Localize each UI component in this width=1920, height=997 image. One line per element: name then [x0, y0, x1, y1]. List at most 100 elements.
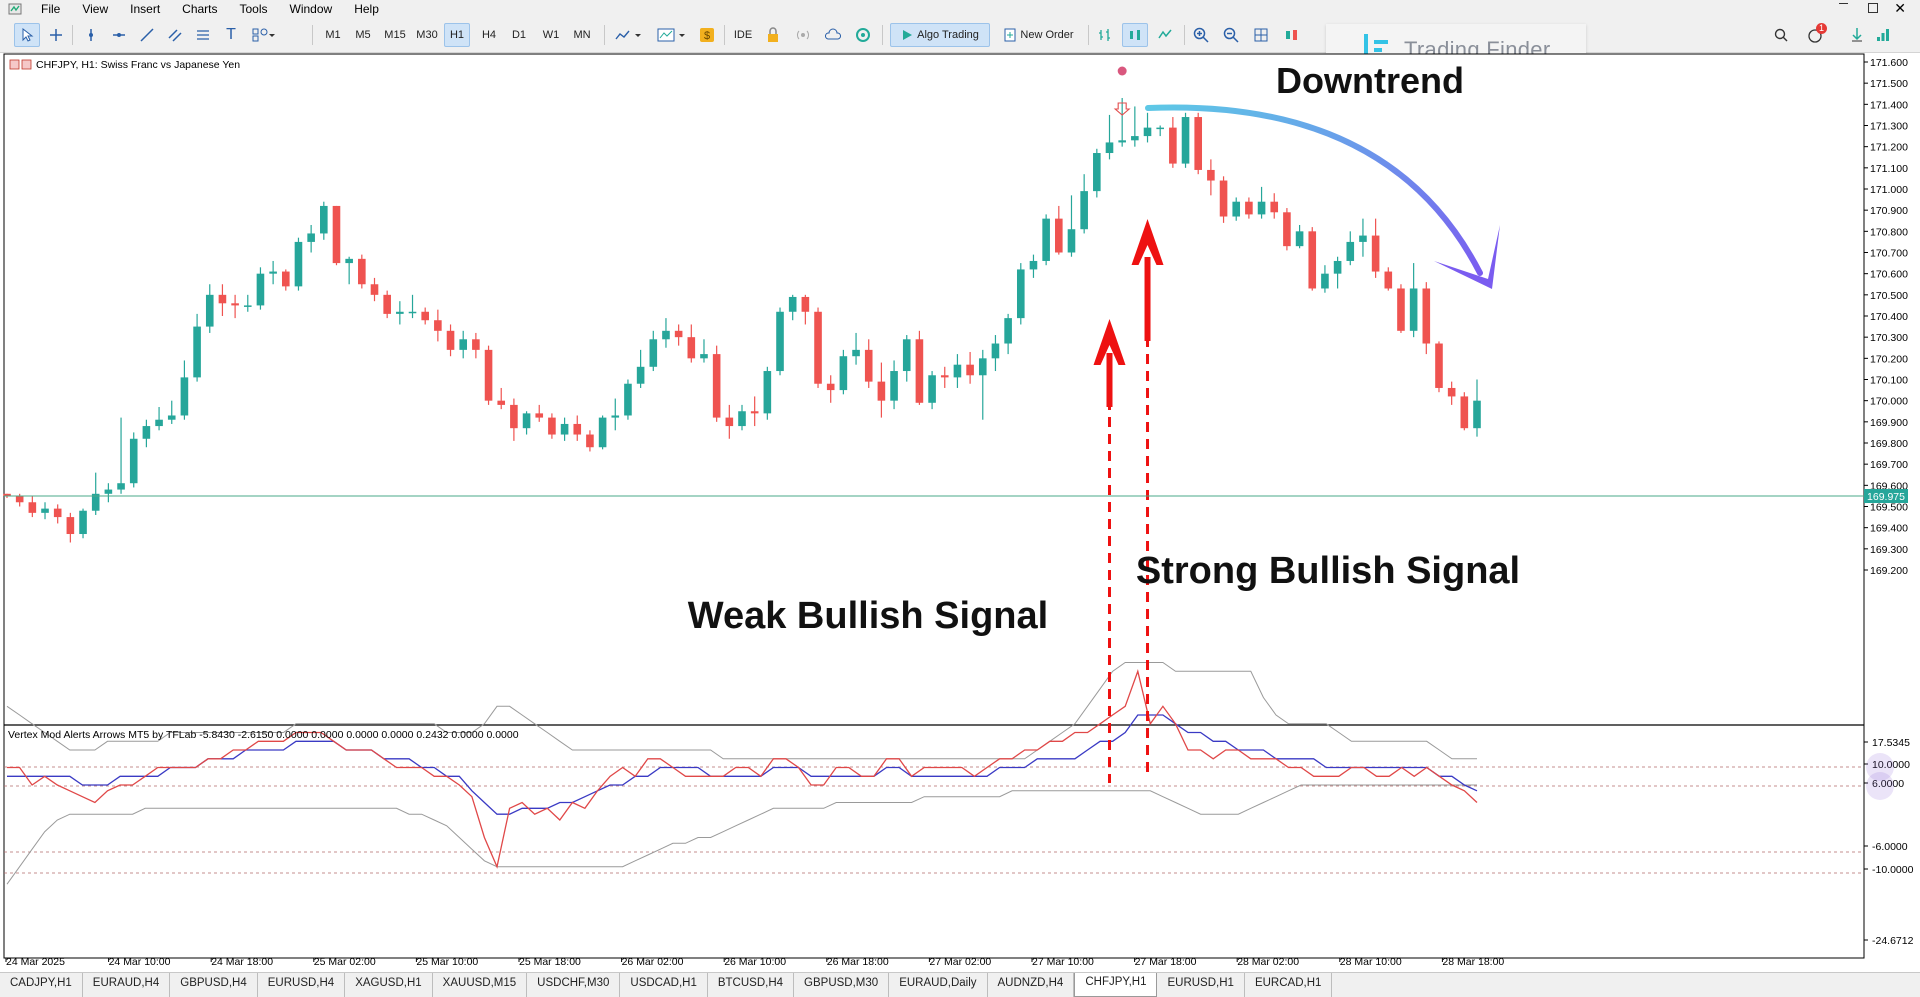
- menu-view[interactable]: View: [82, 2, 109, 16]
- chart-menu-icon[interactable]: [9, 59, 20, 70]
- chart-tab-btcusd-h4[interactable]: BTCUSD,H4: [708, 973, 795, 997]
- chart-tab-xagusd-h1[interactable]: XAGUSD,H1: [345, 973, 433, 997]
- signal-button[interactable]: [792, 23, 814, 47]
- shapes-dropdown-button[interactable]: [248, 23, 280, 47]
- chart-tab-usdchf-m30[interactable]: USDCHF,M30: [527, 973, 621, 997]
- timeframe-w1[interactable]: W1: [542, 29, 560, 41]
- notifications-button[interactable]: 1: [1800, 23, 1830, 47]
- channel-button[interactable]: [164, 23, 186, 47]
- chart-tab-euraud-daily[interactable]: EURAUD,Daily: [889, 973, 988, 997]
- bullish-candle: [307, 233, 315, 242]
- timeframe-m15[interactable]: M15: [384, 29, 406, 41]
- bullish-candle: [978, 358, 987, 376]
- search-button[interactable]: [1770, 23, 1792, 47]
- close-icon[interactable]: ✕: [1894, 0, 1906, 16]
- menu-charts[interactable]: Charts: [182, 2, 218, 16]
- lock-button[interactable]: [762, 23, 784, 47]
- price-label: 170.600: [1870, 269, 1908, 281]
- timeframe-d1[interactable]: D1: [511, 29, 527, 41]
- chart-tab-usdcad-h1[interactable]: USDCAD,H1: [620, 973, 708, 997]
- ide-button[interactable]: IDE: [733, 29, 753, 41]
- chart-tab-audnzd-h4[interactable]: AUDNZD,H4: [988, 973, 1075, 997]
- account-button[interactable]: [1846, 23, 1868, 47]
- chart-tab-eurcad-h1[interactable]: EURCAD,H1: [1245, 973, 1333, 997]
- time-label: 24 Mar 18:00: [211, 956, 273, 965]
- bearish-candle: [877, 381, 886, 401]
- menu-tools[interactable]: Tools: [239, 2, 268, 16]
- bullish-candle: [396, 311, 404, 314]
- trendline-button[interactable]: [136, 23, 158, 47]
- new-order-button[interactable]: New Order: [996, 23, 1082, 47]
- chart-tab-xauusd-m15[interactable]: XAUUSD,M15: [433, 973, 528, 997]
- osc-label: -24.6712: [1872, 935, 1914, 947]
- autoscroll-button[interactable]: [1280, 23, 1306, 47]
- line-button[interactable]: [1154, 23, 1176, 47]
- chart-tab-euraud-h4[interactable]: EURAUD,H4: [83, 973, 171, 997]
- osc-highlight: [1866, 753, 1894, 781]
- horizontal-line-icon: [113, 33, 125, 37]
- menu-help[interactable]: Help: [354, 2, 379, 16]
- bearish-candle: [231, 303, 239, 306]
- chart-tab-eurusd-h1[interactable]: EURUSD,H1: [1157, 973, 1245, 997]
- templates-button[interactable]: [654, 23, 690, 47]
- bearish-candle: [712, 354, 721, 418]
- time-axis: 24 Mar 2025 24 Mar 10:00 24 Mar 18:00 25 Ma…: [5, 956, 1504, 965]
- cloud-button[interactable]: [822, 23, 844, 47]
- chart-frame: [3, 53, 1865, 959]
- zoom-out-button[interactable]: [1220, 23, 1242, 47]
- bullish-candle: [1029, 260, 1038, 270]
- timeframe-m5[interactable]: M5: [355, 29, 371, 41]
- price-label: 170.500: [1870, 290, 1908, 302]
- price-chart[interactable]: 171.600 171.500 171.400 171.300 171.200 171.1…: [0, 53, 1920, 965]
- script-button[interactable]: $: [696, 23, 718, 47]
- fibonacci-button[interactable]: [192, 23, 214, 47]
- chart-tab-chfjpy-h1[interactable]: CHFJPY,H1: [1074, 973, 1158, 997]
- tile-windows-button[interactable]: [1250, 23, 1272, 47]
- horizontal-line-button[interactable]: [108, 23, 130, 47]
- chart-type-button[interactable]: [612, 23, 646, 47]
- vps-button[interactable]: [852, 23, 874, 47]
- price-label: 170.800: [1870, 226, 1908, 238]
- bar-chart-button[interactable]: [1094, 23, 1116, 47]
- timeframe-m1[interactable]: M1: [325, 29, 341, 41]
- chart-tab-gbpusd-m30[interactable]: GBPUSD,M30: [794, 973, 890, 997]
- chart-window[interactable]: 171.600 171.500 171.400 171.300 171.200 171.1…: [0, 53, 1920, 965]
- osc-label: 6.0000: [1872, 778, 1904, 790]
- algo-trading-button[interactable]: Algo Trading: [890, 23, 990, 47]
- timeframe-h4[interactable]: H4: [481, 29, 497, 41]
- bearish-candle: [1194, 117, 1203, 170]
- bearish-candle: [1219, 180, 1228, 217]
- timeframe-mn[interactable]: MN: [573, 29, 591, 41]
- timeframe-h1[interactable]: H1: [444, 23, 470, 47]
- menu-bar: File View Insert Charts Tools Window Hel…: [0, 0, 1920, 18]
- menu-window[interactable]: Window: [289, 2, 333, 16]
- chart-tab-cadjpy-h1[interactable]: CADJPY,H1: [0, 973, 83, 997]
- vertical-line-button[interactable]: [80, 23, 102, 47]
- chart-properties-icon[interactable]: [21, 59, 32, 70]
- price-label: 171.100: [1870, 163, 1908, 175]
- menu-file[interactable]: File: [41, 2, 61, 16]
- bullish-candle: [205, 294, 214, 327]
- crosshair-tool-button[interactable]: [44, 23, 68, 47]
- bearish-candle: [358, 258, 366, 285]
- cursor-tool-button[interactable]: [14, 23, 40, 47]
- zoom-in-button[interactable]: [1190, 23, 1212, 47]
- dollar-icon: $: [700, 28, 714, 42]
- timeframe-m30[interactable]: M30: [416, 29, 438, 41]
- cloud-icon: [824, 28, 842, 40]
- current-price-tag: [1864, 489, 1908, 503]
- minimize-icon[interactable]: [1839, 3, 1848, 4]
- restore-icon[interactable]: [1868, 3, 1878, 13]
- signals-button[interactable]: [1872, 23, 1894, 47]
- current-price-label: 169.975: [1867, 491, 1905, 503]
- bearish-candle: [1422, 288, 1431, 344]
- text-tool-button[interactable]: T: [220, 23, 242, 47]
- menu-insert[interactable]: Insert: [130, 2, 161, 16]
- candlestick-button[interactable]: [1122, 23, 1148, 47]
- zoom-in-icon: [1193, 27, 1209, 43]
- bearish-candle: [1384, 271, 1393, 289]
- chart-tab-gbpusd-h4[interactable]: GBPUSD,H4: [170, 973, 258, 997]
- chart-tab-eurusd-h4[interactable]: EURUSD,H4: [258, 973, 346, 997]
- time-label: 28 Mar 02:00: [1237, 956, 1299, 965]
- bearish-candle: [3, 493, 11, 496]
